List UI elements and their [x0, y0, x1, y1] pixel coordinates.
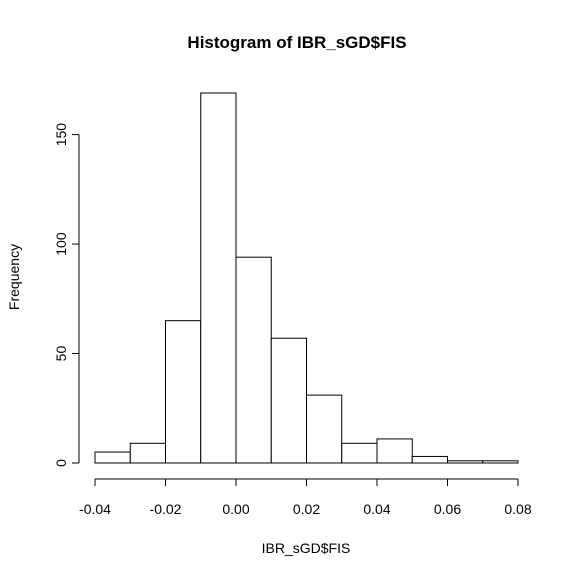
x-tick-label: 0.06 [434, 501, 461, 517]
y-tick-label: 100 [53, 232, 69, 256]
histogram-bar-2 [165, 320, 202, 464]
histogram-bar-1 [129, 442, 166, 464]
histogram-bar-10 [447, 460, 484, 464]
x-tick-label: -0.02 [150, 501, 182, 517]
histogram-bar-8 [376, 438, 413, 464]
y-axis-label: Frequency [6, 244, 22, 310]
histogram-bar-5 [270, 337, 307, 464]
x-axis: -0.04 -0.02 0.00 0.02 0.04 0.06 0.08 [79, 478, 532, 517]
histogram-bar-3 [200, 92, 237, 464]
histogram-bar-4 [235, 256, 272, 464]
x-axis-label: IBR_sGD$FIS [262, 540, 351, 556]
y-tick-label: 50 [53, 346, 69, 362]
y-tick-label: 0 [53, 459, 69, 467]
x-tick-label: 0.04 [363, 501, 390, 517]
y-tick-label: 150 [53, 123, 69, 147]
y-axis: 0 50 100 150 [53, 123, 80, 467]
histogram-bar-6 [306, 394, 343, 464]
x-tick-label: 0.00 [222, 501, 249, 517]
histogram-bar-7 [341, 442, 378, 464]
x-tick-label: -0.04 [79, 501, 111, 517]
histogram-bar-11 [482, 460, 519, 464]
x-tick-label: 0.02 [293, 501, 320, 517]
histogram-bar-9 [411, 455, 448, 464]
bars-group [94, 92, 519, 464]
x-tick-label: 0.08 [504, 501, 531, 517]
histogram-bar-0 [94, 451, 131, 464]
chart-title: Histogram of IBR_sGD$FIS [187, 33, 406, 52]
